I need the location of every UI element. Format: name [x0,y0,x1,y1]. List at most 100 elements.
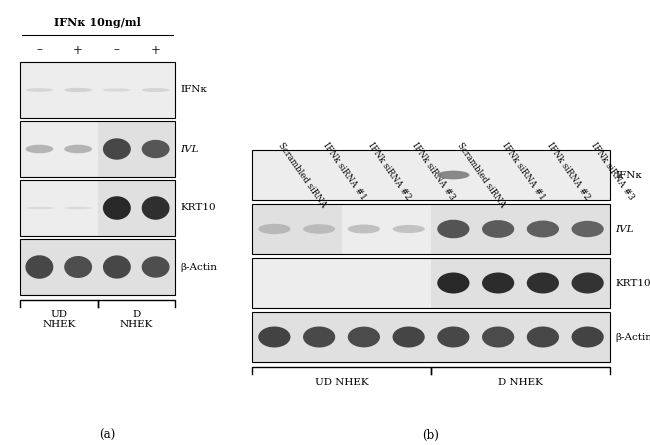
Text: β-Actin: β-Actin [180,263,217,271]
Bar [521,150,566,200]
Ellipse shape [393,225,424,233]
Ellipse shape [526,272,559,294]
Bar [20,239,58,295]
Bar [341,150,386,200]
Ellipse shape [142,88,170,92]
Bar [386,150,431,200]
Text: NHEK: NHEK [120,320,153,329]
Ellipse shape [258,327,291,348]
Bar [136,62,175,118]
Bar [341,258,386,308]
Bar [566,258,610,308]
Text: IFNk siRNA #3: IFNk siRNA #3 [411,141,457,202]
Bar [98,239,136,295]
Bar [252,312,297,362]
Ellipse shape [482,220,514,238]
Ellipse shape [526,327,559,348]
Ellipse shape [103,88,131,92]
Text: Scrambled siRNA: Scrambled siRNA [456,141,507,209]
Bar [341,204,386,254]
Bar [20,62,58,118]
Text: KRT10: KRT10 [615,279,650,287]
Ellipse shape [25,255,53,279]
Text: UD: UD [50,310,67,319]
Text: β-Actin: β-Actin [615,332,650,341]
Ellipse shape [142,256,170,278]
Bar [20,239,175,295]
Bar [476,150,521,200]
Text: NHEK: NHEK [42,320,75,329]
Bar [252,204,297,254]
Text: +: + [73,44,83,57]
Ellipse shape [482,272,514,294]
Bar [297,150,341,200]
Bar [136,121,175,177]
Ellipse shape [103,196,131,220]
Bar [58,121,98,177]
Ellipse shape [437,220,469,238]
Ellipse shape [437,170,469,179]
Ellipse shape [64,145,92,153]
Bar [20,121,175,177]
Bar [252,258,297,308]
Text: D: D [132,310,140,319]
Ellipse shape [348,327,380,348]
Bar [136,239,175,295]
Ellipse shape [258,224,291,234]
Bar [297,312,341,362]
Bar [252,150,610,200]
Ellipse shape [25,88,53,92]
Bar [98,121,136,177]
Text: Scrambled siRNA: Scrambled siRNA [276,141,328,209]
Ellipse shape [437,327,469,348]
Ellipse shape [103,255,131,279]
Ellipse shape [64,88,92,92]
Text: IFNk siRNA #1: IFNk siRNA #1 [500,141,547,202]
Bar [566,150,610,200]
Bar [386,204,431,254]
Bar [136,180,175,236]
Bar [476,204,521,254]
Bar [58,239,98,295]
Ellipse shape [103,138,131,160]
Ellipse shape [526,221,559,238]
Ellipse shape [482,327,514,348]
Bar [98,62,136,118]
Bar [431,258,476,308]
Bar [431,204,476,254]
Bar [20,180,58,236]
Ellipse shape [64,256,92,278]
Ellipse shape [303,327,335,348]
Bar [521,312,566,362]
Text: IFNκ 10ng/ml: IFNκ 10ng/ml [54,16,141,28]
Bar [297,258,341,308]
Ellipse shape [64,207,92,209]
Bar [20,180,175,236]
Text: IFNk siRNA #1: IFNk siRNA #1 [321,141,367,202]
Text: IFNk siRNA #3: IFNk siRNA #3 [590,141,636,202]
Text: KRT10: KRT10 [180,203,216,213]
Ellipse shape [571,272,604,294]
Text: +: + [151,44,161,57]
Bar [252,150,297,200]
Bar [98,180,136,236]
Text: UD NHEK: UD NHEK [315,378,369,387]
Bar [386,312,431,362]
Text: IVL: IVL [180,145,198,154]
Text: D NHEK: D NHEK [498,378,543,387]
Text: –: – [36,44,42,57]
Bar [431,312,476,362]
Ellipse shape [571,221,604,237]
Text: IFNk siRNA #2: IFNk siRNA #2 [545,141,591,202]
Bar [297,204,341,254]
Text: IFNκ: IFNκ [180,85,207,94]
Bar [252,204,610,254]
Bar [476,312,521,362]
Bar [341,312,386,362]
Ellipse shape [571,327,604,348]
Bar [386,258,431,308]
Ellipse shape [142,140,170,158]
Ellipse shape [303,224,335,234]
Ellipse shape [348,224,380,234]
Text: –: – [114,44,120,57]
